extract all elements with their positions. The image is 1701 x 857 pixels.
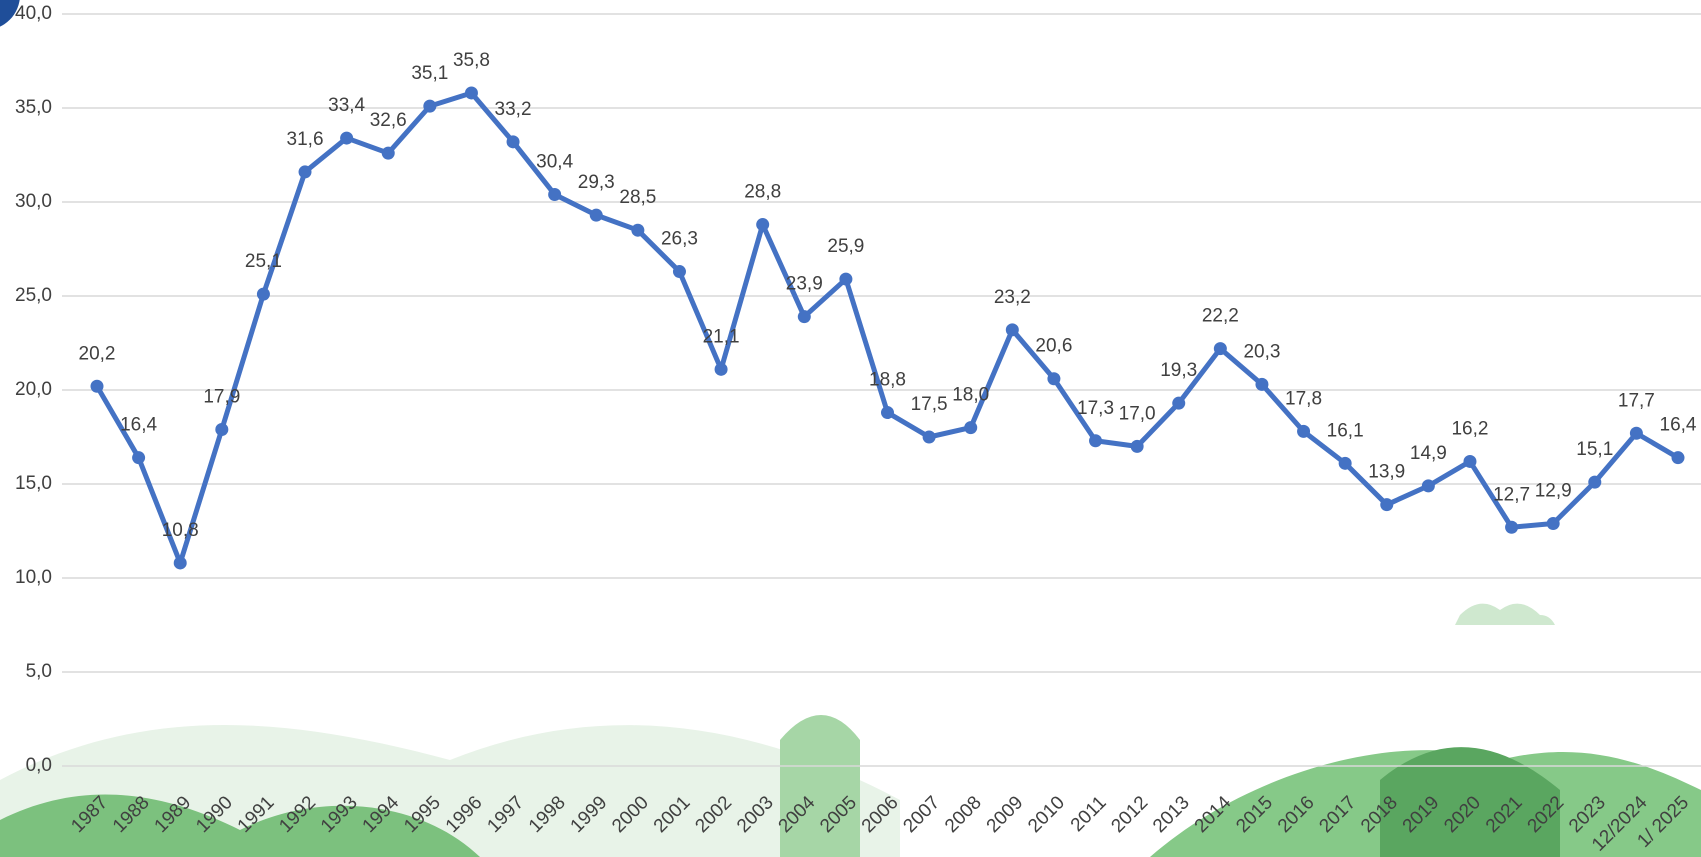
y-tick-label: 5,0: [26, 661, 52, 682]
y-tick-label: 0,0: [26, 755, 52, 776]
data-label: 13,9: [1368, 462, 1405, 483]
data-point: [464, 86, 478, 100]
data-label: 12,7: [1493, 484, 1530, 505]
x-tick-label: 2008: [941, 792, 986, 837]
data-label: 19,3: [1160, 360, 1197, 381]
data-point: [340, 131, 354, 145]
data-point: [423, 99, 437, 113]
data-point: [1421, 479, 1435, 493]
data-point: [132, 451, 146, 465]
data-label: 26,3: [661, 229, 698, 250]
data-label: 10,8: [162, 520, 199, 541]
data-label: 35,8: [453, 50, 490, 71]
data-point: [589, 208, 603, 222]
data-point: [1671, 451, 1685, 465]
data-label: 17,5: [911, 394, 948, 415]
data-label: 32,6: [370, 110, 407, 131]
data-point: [1505, 520, 1519, 534]
data-point: [506, 135, 520, 149]
data-point: [1047, 372, 1061, 386]
data-label: 17,8: [1285, 388, 1322, 409]
data-label: 20,2: [79, 343, 116, 364]
data-label: 35,1: [411, 63, 448, 84]
data-point: [672, 265, 686, 279]
data-label: 16,2: [1451, 418, 1488, 439]
data-label: 33,2: [495, 99, 532, 120]
data-point: [839, 272, 853, 286]
data-label: 17,0: [1119, 403, 1156, 424]
data-label: 28,8: [744, 182, 781, 203]
data-point: [173, 556, 187, 570]
data-label: 30,4: [536, 151, 573, 172]
data-label: 25,9: [827, 236, 864, 257]
x-tick-label: 2011: [1067, 792, 1111, 836]
data-point: [1005, 323, 1019, 337]
data-label: 20,6: [1035, 336, 1072, 357]
data-point: [1629, 426, 1643, 440]
data-point: [381, 146, 395, 160]
data-label: 22,2: [1202, 306, 1239, 327]
y-tick-label: 40,0: [15, 3, 52, 24]
data-label: 15,1: [1576, 439, 1613, 460]
data-point: [797, 310, 811, 324]
y-tick-label: 30,0: [15, 191, 52, 212]
data-point: [256, 287, 270, 301]
data-label: 16,4: [1660, 415, 1697, 436]
data-point: [631, 223, 645, 237]
data-label: 18,0: [952, 385, 989, 406]
data-point: [1297, 424, 1311, 438]
data-label: 23,2: [994, 287, 1031, 308]
data-point: [215, 422, 229, 436]
data-label: 20,3: [1243, 341, 1280, 362]
data-point: [1255, 377, 1269, 391]
data-label: 25,1: [245, 251, 282, 272]
data-label: 23,9: [786, 274, 823, 295]
data-label: 33,4: [328, 95, 365, 116]
y-tick-label: 10,0: [15, 567, 52, 588]
data-label: 17,3: [1077, 398, 1114, 419]
data-label: 12,9: [1535, 480, 1572, 501]
data-label: 31,6: [287, 129, 324, 150]
data-point: [1089, 434, 1103, 448]
y-tick-label: 20,0: [15, 379, 52, 400]
data-label: 28,5: [619, 187, 656, 208]
data-point: [1380, 498, 1394, 512]
x-tick-label: 2007: [899, 792, 944, 837]
data-point: [922, 430, 936, 444]
data-line: [94, 90, 1680, 566]
data-point: [964, 421, 978, 435]
data-point: [714, 362, 728, 376]
y-tick-label: 25,0: [15, 285, 52, 306]
data-label: 16,1: [1327, 420, 1364, 441]
x-tick-label: 2012: [1107, 792, 1152, 837]
data-label: 17,9: [203, 386, 240, 407]
data-point: [1213, 342, 1227, 356]
data-label: 17,7: [1618, 390, 1655, 411]
data-point: [1172, 396, 1186, 410]
data-label: 18,8: [869, 370, 906, 391]
y-tick-label: 35,0: [15, 97, 52, 118]
data-label: 16,4: [120, 415, 157, 436]
data-label: 14,9: [1410, 443, 1447, 464]
data-point: [1546, 516, 1560, 530]
data-point: [756, 218, 770, 232]
data-point: [1463, 454, 1477, 468]
data-point: [548, 187, 562, 201]
data-point: [90, 379, 104, 393]
data-point: [881, 406, 894, 420]
data-point: [1338, 456, 1352, 470]
x-tick-label: 2010: [1024, 792, 1069, 837]
data-point: [1130, 439, 1144, 453]
y-tick-label: 15,0: [15, 473, 52, 494]
data-point: [298, 165, 312, 179]
x-tick-label: 2009: [983, 792, 1028, 837]
data-label: 21,1: [703, 326, 740, 347]
data-label: 29,3: [578, 172, 615, 193]
data-point: [1588, 475, 1602, 489]
